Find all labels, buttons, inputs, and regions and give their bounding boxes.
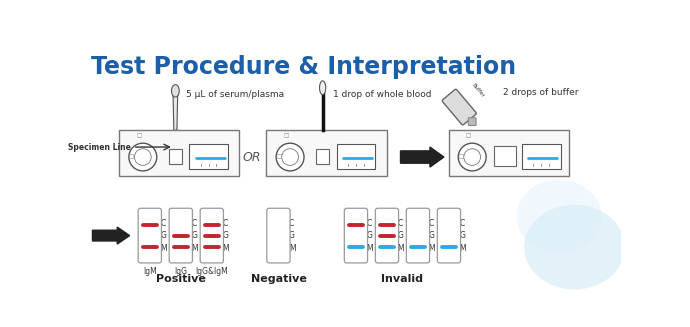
Text: IgG&IgM: IgG&IgM [195, 267, 228, 276]
FancyBboxPatch shape [448, 130, 569, 176]
Text: C: C [160, 218, 166, 228]
Circle shape [135, 149, 151, 165]
Text: □: □ [129, 155, 134, 160]
FancyBboxPatch shape [442, 89, 476, 125]
FancyBboxPatch shape [469, 118, 476, 126]
Text: M: M [428, 244, 435, 252]
Text: G: G [397, 231, 403, 240]
Text: □: □ [137, 133, 142, 138]
Ellipse shape [319, 81, 326, 95]
Text: Positive: Positive [156, 274, 206, 284]
Text: C: C [428, 218, 433, 228]
Text: C: C [191, 218, 197, 228]
Text: G: G [191, 231, 197, 240]
Text: C: C [289, 218, 294, 228]
Circle shape [129, 143, 157, 171]
Text: 5 μL of serum/plasma: 5 μL of serum/plasma [186, 90, 284, 99]
Text: M: M [289, 244, 295, 252]
Text: M: M [460, 244, 466, 252]
Text: G: G [222, 231, 228, 240]
FancyArrow shape [92, 227, 130, 244]
Text: IgG: IgG [175, 267, 187, 276]
Text: 2 drops of buffer: 2 drops of buffer [503, 88, 579, 97]
Text: □: □ [466, 133, 471, 138]
FancyBboxPatch shape [200, 208, 224, 263]
FancyBboxPatch shape [494, 146, 515, 166]
Circle shape [458, 143, 486, 171]
Text: C: C [222, 218, 228, 228]
Text: Test Procedure & Interpretation: Test Procedure & Interpretation [91, 55, 516, 78]
FancyBboxPatch shape [169, 208, 193, 263]
Text: □: □ [458, 155, 464, 160]
FancyBboxPatch shape [266, 130, 386, 176]
Text: G: G [428, 231, 434, 240]
Text: 1 drop of whole blood: 1 drop of whole blood [333, 90, 432, 99]
Text: G: G [366, 231, 373, 240]
Ellipse shape [516, 180, 602, 253]
FancyBboxPatch shape [437, 208, 461, 263]
Text: M: M [160, 244, 167, 252]
FancyBboxPatch shape [119, 130, 239, 176]
FancyArrow shape [400, 147, 444, 167]
Text: □: □ [284, 133, 289, 138]
FancyBboxPatch shape [337, 144, 375, 169]
Text: Negative: Negative [250, 274, 306, 284]
Text: G: G [289, 231, 295, 240]
FancyBboxPatch shape [406, 208, 430, 263]
Ellipse shape [524, 205, 625, 289]
FancyBboxPatch shape [267, 208, 290, 263]
Text: C: C [460, 218, 464, 228]
Text: C: C [366, 218, 372, 228]
Circle shape [276, 143, 304, 171]
FancyBboxPatch shape [317, 148, 329, 164]
Ellipse shape [172, 85, 179, 97]
Text: Specimen Line: Specimen Line [68, 143, 131, 151]
Text: Invalid: Invalid [382, 274, 424, 284]
Text: M: M [191, 244, 198, 252]
Text: M: M [366, 244, 373, 252]
FancyBboxPatch shape [344, 208, 368, 263]
FancyBboxPatch shape [522, 144, 560, 169]
FancyBboxPatch shape [375, 208, 399, 263]
Text: G: G [460, 231, 465, 240]
Polygon shape [173, 94, 178, 130]
FancyBboxPatch shape [169, 148, 181, 164]
FancyBboxPatch shape [138, 208, 161, 263]
Circle shape [282, 149, 299, 165]
Text: M: M [222, 244, 229, 252]
Text: G: G [160, 231, 166, 240]
FancyBboxPatch shape [189, 144, 228, 169]
Text: M: M [397, 244, 404, 252]
Circle shape [464, 149, 480, 165]
Text: IgM: IgM [143, 267, 157, 276]
Text: OR: OR [242, 150, 261, 164]
Text: □: □ [276, 155, 282, 160]
Text: Buffer: Buffer [471, 82, 486, 98]
Text: C: C [397, 218, 403, 228]
